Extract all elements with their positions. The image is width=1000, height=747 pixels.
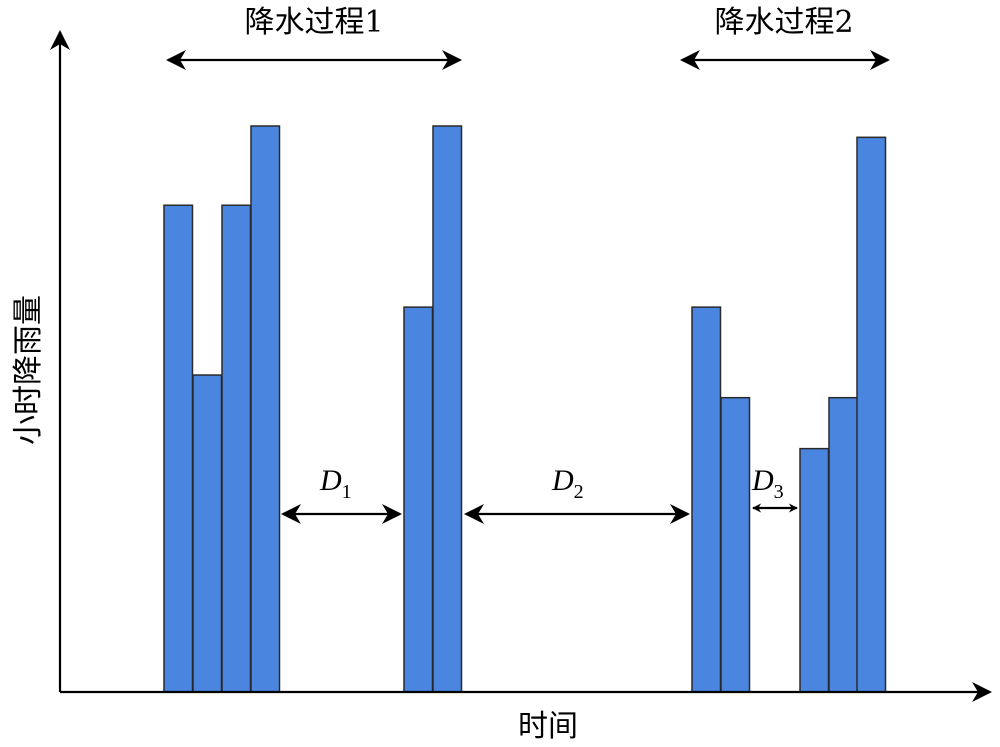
rainfall-bar (856, 136, 887, 693)
rainfall-bar (691, 306, 722, 693)
gap-d3-label: D3 (751, 464, 784, 503)
x-axis-label: 时间 (518, 709, 578, 744)
event-1-label: 降水过程1 (244, 5, 383, 40)
rainfall-bar (163, 204, 194, 693)
gap-d2-label: D2 (551, 464, 584, 503)
rainfall-bar (432, 125, 463, 693)
gap-d1-label: D1 (319, 464, 352, 503)
rainfall-bar (250, 125, 281, 693)
rainfall-bar (799, 447, 830, 693)
rainfall-bar (192, 374, 223, 693)
rainfall-bar (403, 306, 434, 693)
y-axis-label: 小时降雨量 (11, 295, 46, 445)
rainfall-bars (163, 125, 887, 693)
event-2-label: 降水过程2 (714, 5, 853, 40)
rainfall-bar (828, 396, 859, 693)
rainfall-bar (720, 396, 751, 693)
rainfall-bar (221, 204, 252, 693)
